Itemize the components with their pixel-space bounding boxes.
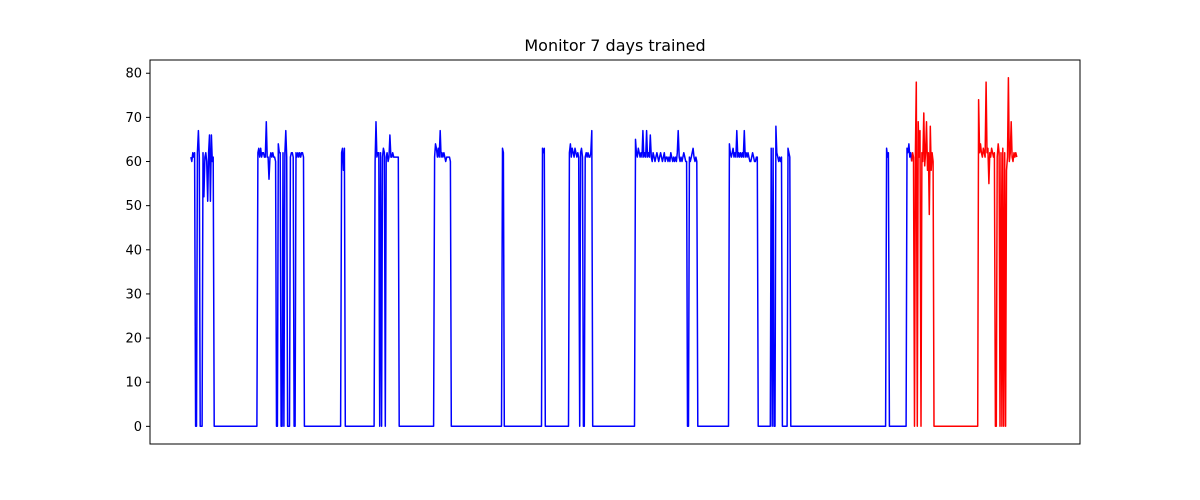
series-line-0 [190, 121, 913, 428]
y-axis: 0 10 20 30 40 50 60 70 80 [125, 67, 150, 435]
y-tick-label: 50 [125, 199, 142, 214]
plot-frame [149, 59, 1081, 445]
chart-title: Monitor 7 days trained [524, 36, 705, 55]
y-tick-label: 20 [125, 332, 142, 347]
y-tick-label: 30 [125, 287, 142, 302]
y-tick-label: 10 [125, 376, 142, 391]
series-line-1 [910, 76, 1018, 428]
y-tick-label: 80 [125, 67, 142, 82]
series-layer [190, 76, 1018, 428]
y-tick-label: 40 [125, 243, 142, 258]
y-tick-label: 60 [125, 155, 142, 170]
y-tick-label: 70 [125, 111, 142, 126]
y-tick-label: 0 [134, 420, 142, 435]
